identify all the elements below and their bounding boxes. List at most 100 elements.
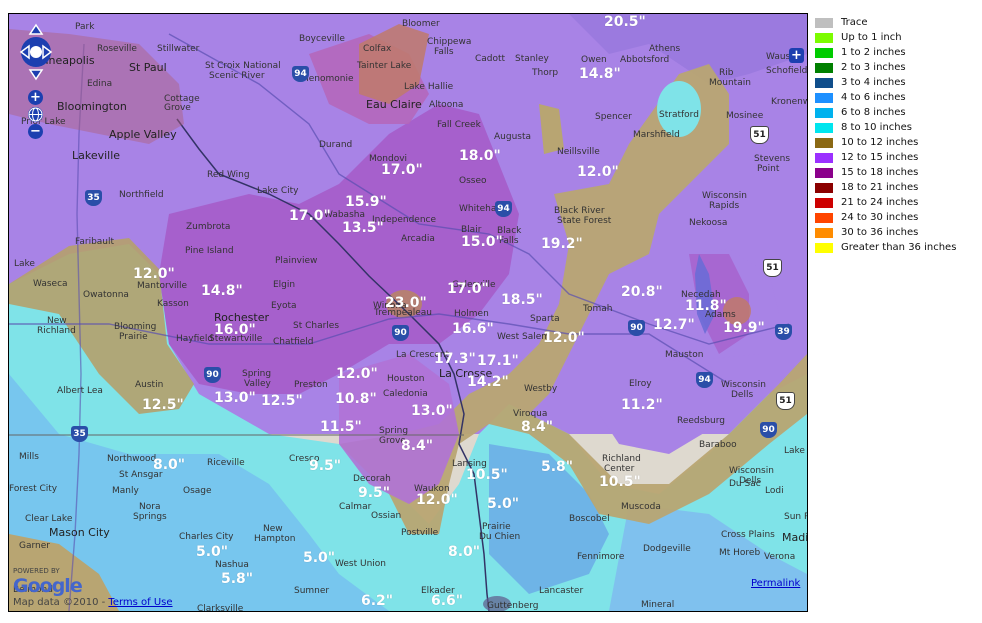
place-label: Waseca [33, 279, 68, 289]
place-label: Forest City [9, 484, 58, 494]
place-label: New [47, 316, 67, 326]
place-label: Austin [135, 380, 164, 390]
place-label: Rapids [709, 201, 740, 211]
place-label: Riceville [207, 458, 245, 468]
snowfall-total-label: 14.8" [201, 283, 243, 299]
place-label: Owen [581, 55, 607, 65]
place-label: Edina [87, 79, 113, 89]
zone-8-10-island [657, 81, 701, 137]
place-label: Apple Valley [109, 128, 177, 141]
interstate-35 [68, 43, 85, 611]
snowfall-total-label: 8.4" [401, 438, 434, 454]
place-label: Eau Claire [366, 98, 422, 111]
place-label: Stillwater [157, 44, 200, 54]
legend-swatch [815, 242, 833, 253]
place-label: Northwood [107, 454, 157, 464]
snowfall-total-label: 15.0" [461, 234, 503, 250]
place-label: Falls [434, 47, 454, 57]
place-label: Mauston [665, 350, 704, 360]
snowfall-total-label: 12.0" [133, 266, 175, 282]
place-label: Tomah [583, 304, 613, 314]
pan-left-icon[interactable] [19, 44, 30, 60]
wausau-marker-button[interactable]: + [789, 48, 804, 63]
place-label: Menomonie [301, 74, 354, 84]
place-label: Wisconsin [721, 380, 766, 390]
place-label: Nora [139, 502, 161, 512]
legend-swatch [815, 32, 833, 43]
place-label: Mason City [49, 526, 110, 539]
legend-swatch [815, 227, 833, 238]
place-label: Lakeville [72, 149, 121, 162]
snowfall-total-label: 14.8" [579, 66, 621, 82]
place-label: Tainter Lake [357, 61, 412, 71]
place-label: Lake [14, 259, 35, 269]
place-label: Spring [242, 369, 272, 379]
legend-swatch [815, 152, 833, 163]
place-label: Charles City [179, 532, 234, 542]
place-label: Blooming [114, 322, 157, 332]
zoom-in-button[interactable]: + [28, 90, 43, 105]
place-label: Red Wing [207, 170, 250, 180]
place-label: Neillsville [557, 147, 600, 157]
interstate-shield-icon: 90 [760, 422, 777, 438]
place-label: Caledonia [383, 389, 428, 399]
legend-label: 1 to 2 inches [841, 47, 906, 58]
place-label: Calmar [339, 502, 372, 512]
legend-label: Up to 1 inch [841, 32, 902, 43]
pan-right-icon[interactable] [42, 44, 53, 60]
map-viewport[interactable]: Park Roseville Stillwater Boyceville Bloomer… [8, 13, 808, 612]
legend-item: 24 to 30 inches [815, 210, 956, 225]
place-label: Whitehall [459, 204, 502, 214]
snowfall-total-label: 16.6" [452, 321, 494, 337]
pan-center-icon[interactable] [30, 46, 42, 58]
interstate-shield-icon: 90 [628, 320, 645, 336]
snowfall-total-label: 11.2" [621, 397, 663, 413]
legend-item: 2 to 3 inches [815, 60, 956, 75]
snowfall-total-label: 8.0" [448, 544, 481, 560]
place-label: St Croix National [205, 61, 281, 71]
zoom-out-button[interactable]: − [28, 124, 43, 139]
place-label: Wabasha [324, 210, 365, 220]
snowfall-total-label: 20.5" [604, 14, 646, 30]
place-label: Rib [719, 68, 734, 78]
interstate-shield-icon: 94 [495, 201, 512, 217]
place-label: Necedah [681, 290, 721, 300]
pan-up-icon[interactable] [28, 23, 44, 35]
place-label: Dells [739, 476, 762, 486]
interstate-shield-icon: 39 [775, 324, 792, 340]
snowfall-total-label: 5.0" [303, 550, 336, 566]
legend-label: 3 to 4 inches [841, 77, 906, 88]
pan-down-icon[interactable] [28, 69, 44, 81]
place-label: Dodgeville [643, 544, 691, 554]
place-label: Westby [524, 384, 558, 394]
place-label: State Forest [557, 216, 612, 226]
snowfall-total-label: 12.0" [577, 164, 619, 180]
terms-of-use-link[interactable]: Terms of Use [108, 597, 173, 608]
legend-item: 8 to 10 inches [815, 120, 956, 135]
legend-swatch [815, 47, 833, 58]
place-label: Spring [379, 426, 409, 436]
place-label: Hayfield [176, 334, 214, 344]
place-label: Schofield [766, 66, 808, 76]
place-label: Mineral [641, 600, 675, 610]
snowfall-total-label: 5.8" [541, 459, 574, 475]
snowfall-total-label: 17.0" [289, 208, 331, 224]
place-label: Waukon [414, 484, 450, 494]
snowfall-total-label: 17.0" [381, 162, 423, 178]
snowfall-total-label: 12.0" [336, 366, 378, 382]
snowfall-total-label: 11.8" [685, 298, 727, 314]
map-data-text: Map data ©2010 - [13, 597, 109, 608]
legend-item: 30 to 36 inches [815, 225, 956, 240]
permalink-link[interactable]: Permalink [751, 578, 801, 589]
map-copyright: Map data ©2010 - Terms of Use [13, 597, 173, 608]
place-label: Lodi [765, 486, 784, 496]
place-label: Nashua [215, 560, 249, 570]
place-label: Richland [602, 454, 641, 464]
place-label: Spencer [595, 112, 632, 122]
snowfall-total-label: 18.0" [459, 148, 501, 164]
place-label: Verona [764, 552, 796, 562]
legend-label: 6 to 8 inches [841, 107, 906, 118]
place-label: Du Chien [479, 532, 521, 542]
globe-button[interactable] [28, 107, 43, 122]
pan-control[interactable] [19, 22, 55, 82]
